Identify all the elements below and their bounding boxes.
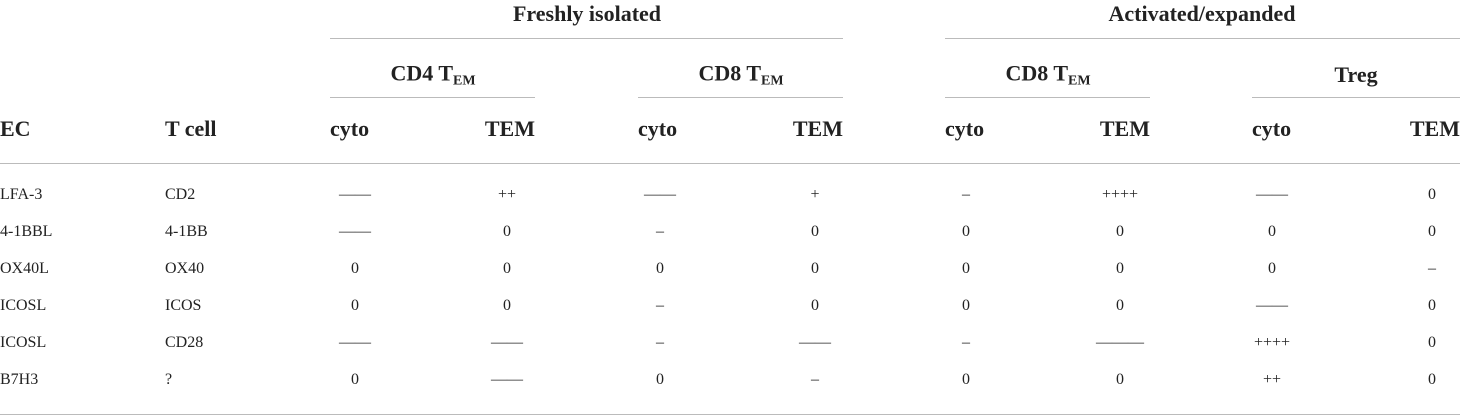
cell: 0 (811, 260, 819, 277)
subgroup-header: CD8 TEM (698, 61, 783, 90)
cell: 0 (503, 223, 511, 240)
column-header: cyto (1252, 116, 1292, 141)
cell: 4-1BBL (0, 223, 53, 240)
cell: 0 (503, 297, 511, 314)
column-header: TEM (792, 116, 843, 141)
cell: ICOSL (0, 297, 47, 314)
cell: B7H3 (0, 371, 39, 388)
cell: —— (1256, 297, 1288, 314)
cell: 0 (656, 371, 664, 388)
cell: 0 (1268, 260, 1276, 277)
cell: 0 (1116, 371, 1124, 388)
cell: —— (339, 223, 371, 240)
subgroup-header: CD4 TEM (390, 61, 475, 90)
cell: + (810, 186, 820, 203)
cell: ? (165, 371, 173, 388)
cell: OX40 (165, 260, 205, 277)
cell: CD2 (165, 186, 196, 203)
subgroup-subscript: EM (1068, 73, 1091, 89)
cell: 0 (962, 297, 970, 314)
cell: 0 (811, 297, 819, 314)
cell: —— (799, 334, 831, 351)
cell: 0 (1428, 297, 1436, 314)
cell: – (962, 334, 970, 351)
cell: 0 (962, 371, 970, 388)
column-header: TEM (1409, 116, 1460, 141)
cell: —— (644, 186, 676, 203)
subgroup-header: CD8 TEM (1005, 61, 1090, 90)
cell: – (656, 297, 664, 314)
cell: 0 (962, 223, 970, 240)
subgroup-text: CD8 T (698, 60, 761, 86)
column-header: cyto (638, 116, 678, 141)
cell: – (656, 223, 664, 240)
cell: ++++ (1101, 186, 1139, 203)
cell: ICOSL (0, 334, 47, 351)
cell: 0 (656, 260, 664, 277)
cell: 0 (351, 260, 359, 277)
cell: 0 (1268, 223, 1276, 240)
cell: 0 (1116, 297, 1124, 314)
cell: 0 (351, 297, 359, 314)
rule (330, 97, 535, 98)
cell: ICOS (165, 297, 202, 314)
column-header: T cell (165, 116, 217, 141)
rule (638, 97, 843, 98)
cell: CD28 (165, 334, 204, 351)
rule (0, 163, 1460, 164)
column-header: TEM (1099, 116, 1150, 141)
cell: 0 (811, 223, 819, 240)
cell: ++ (497, 186, 517, 203)
subgroup-header: Treg (1334, 62, 1377, 88)
cell: 0 (962, 260, 970, 277)
rule (945, 38, 1460, 39)
cell: 0 (1116, 260, 1124, 277)
rule (330, 38, 843, 39)
cell: – (656, 334, 664, 351)
column-header: cyto (330, 116, 370, 141)
subgroup-text: Treg (1334, 62, 1378, 87)
group-header: Freshly isolated (512, 1, 662, 26)
cell: 0 (1428, 334, 1436, 351)
cell: —— (339, 186, 371, 203)
cell: —— (491, 371, 523, 388)
column-header: cyto (945, 116, 985, 141)
cell: —— (339, 334, 371, 351)
cell: —— (1256, 186, 1288, 203)
cell: 0 (1428, 223, 1436, 240)
cell: 0 (1428, 371, 1436, 388)
rule (0, 414, 1460, 415)
cell: 4-1BB (165, 223, 208, 240)
cell: – (1428, 260, 1436, 277)
column-header: EC (0, 116, 31, 141)
cell: 0 (351, 371, 359, 388)
cell: ——— (1096, 334, 1144, 351)
cell: – (811, 371, 819, 388)
column-header: TEM (484, 116, 535, 141)
cell: – (962, 186, 970, 203)
cell: 0 (503, 260, 511, 277)
subgroup-subscript: EM (761, 73, 784, 89)
cell: LFA-3 (0, 186, 43, 203)
cell: —— (491, 334, 523, 351)
rule (1252, 97, 1460, 98)
cell: OX40L (0, 260, 49, 277)
subgroup-text: CD4 T (390, 60, 453, 86)
subgroup-text: CD8 T (1005, 60, 1068, 86)
cell: ++++ (1253, 334, 1291, 351)
rule (945, 97, 1150, 98)
cell: 0 (1428, 186, 1436, 203)
cell: 0 (1116, 223, 1124, 240)
group-header: Activated/expanded (1108, 1, 1296, 26)
cell: ++ (1262, 371, 1282, 388)
subgroup-subscript: EM (453, 73, 476, 89)
